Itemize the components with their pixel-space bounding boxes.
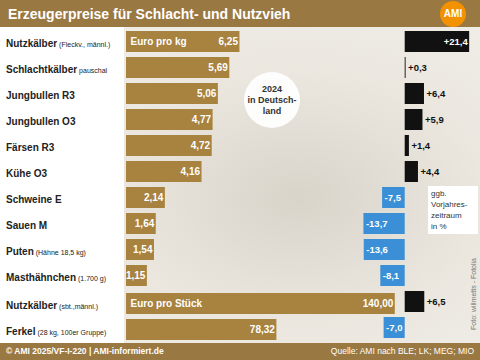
html-text:Nutzkälber(sbt.,männl.): Nutzkälber(sbt.,männl.) — [6, 299, 98, 311]
svg-text:4,77: 4,77 — [192, 114, 212, 125]
svg-text:+5,9: +5,9 — [425, 114, 444, 125]
html-text:Färsen R3: Färsen R3 — [6, 141, 55, 153]
html-text:land: land — [262, 105, 282, 116]
html-text:Jungbullen R3: Jungbullen R3 — [6, 89, 75, 101]
html-text:Kühe O3: Kühe O3 — [6, 167, 48, 179]
svg-text:-13,6: -13,6 — [366, 244, 388, 255]
svg-text:4,16: 4,16 — [181, 166, 201, 177]
html-text:Quelle: AMI nach BLE; LK; MEG;: Quelle: AMI nach BLE; LK; MEG; MIO — [330, 346, 474, 356]
svg-text:+6,4: +6,4 — [426, 88, 445, 99]
svg-text:1,15: 1,15 — [126, 270, 146, 281]
svg-text:-8,1: -8,1 — [383, 270, 400, 281]
svg-text:6,25: 6,25 — [218, 36, 238, 47]
svg-text:-13,7: -13,7 — [366, 218, 388, 229]
html-text:Sauen M: Sauen M — [6, 219, 48, 231]
svg-text:+1,4: +1,4 — [411, 140, 430, 151]
svg-text:140,00: 140,00 — [363, 298, 394, 309]
svg-text:4,72: 4,72 — [191, 140, 211, 151]
html-text:Puten(Hähne 18,5 kg): Puten(Hähne 18,5 kg) — [6, 245, 86, 257]
svg-text:-7,5: -7,5 — [385, 192, 402, 203]
html-text:Jungbullen O3: Jungbullen O3 — [6, 115, 76, 127]
html-text:Vorjahres-: Vorjahres- — [431, 200, 468, 209]
html-text:Nutzkälber(Fleckv., männl.): Nutzkälber(Fleckv., männl.) — [6, 37, 111, 49]
html-text:Erzeugerpreise für Schlacht- u: Erzeugerpreise für Schlacht- und Nutzvie… — [8, 6, 291, 22]
html-text:Ferkel(28 kg, 100er Gruppe): Ferkel(28 kg, 100er Gruppe) — [6, 325, 107, 337]
html-text:© AMI 2025/VF-I-220 | AMI-info: © AMI 2025/VF-I-220 | AMI-informiert.de — [6, 346, 164, 356]
svg-text:2,14: 2,14 — [144, 192, 164, 203]
html-text:Schweine E: Schweine E — [6, 193, 62, 205]
svg-text:Euro pro kg: Euro pro kg — [131, 36, 187, 47]
svg-text:78,32: 78,32 — [250, 324, 275, 335]
svg-text:5,06: 5,06 — [197, 88, 217, 99]
html-text:Masthähnchen(1.700 g): Masthähnchen(1.700 g) — [6, 271, 106, 283]
html-text:AMI: AMI — [443, 8, 463, 19]
svg-text:-7,0: -7,0 — [386, 322, 402, 333]
html-text:ggb.: ggb. — [431, 189, 447, 198]
html-text:in Deutsch-: in Deutsch- — [247, 94, 297, 105]
svg-text:+4,4: +4,4 — [420, 166, 439, 177]
html-text:Foto: willmetts - Fotolia: Foto: willmetts - Fotolia — [470, 258, 477, 330]
html-text:in %: in % — [431, 222, 447, 231]
html-text:zeitraum: zeitraum — [431, 211, 462, 220]
svg-text:+21,4: +21,4 — [444, 36, 469, 47]
svg-text:+0,3: +0,3 — [408, 62, 427, 73]
svg-text:Euro pro Stück: Euro pro Stück — [131, 298, 203, 309]
html-text:2024: 2024 — [262, 83, 282, 94]
svg-text:1,64: 1,64 — [135, 218, 155, 229]
svg-text:5,69: 5,69 — [208, 62, 228, 73]
svg-text:1,54: 1,54 — [133, 244, 153, 255]
html-text:Schlachtkälberpauschal: Schlachtkälberpauschal — [6, 63, 108, 75]
svg-text:+6,5: +6,5 — [427, 296, 446, 307]
